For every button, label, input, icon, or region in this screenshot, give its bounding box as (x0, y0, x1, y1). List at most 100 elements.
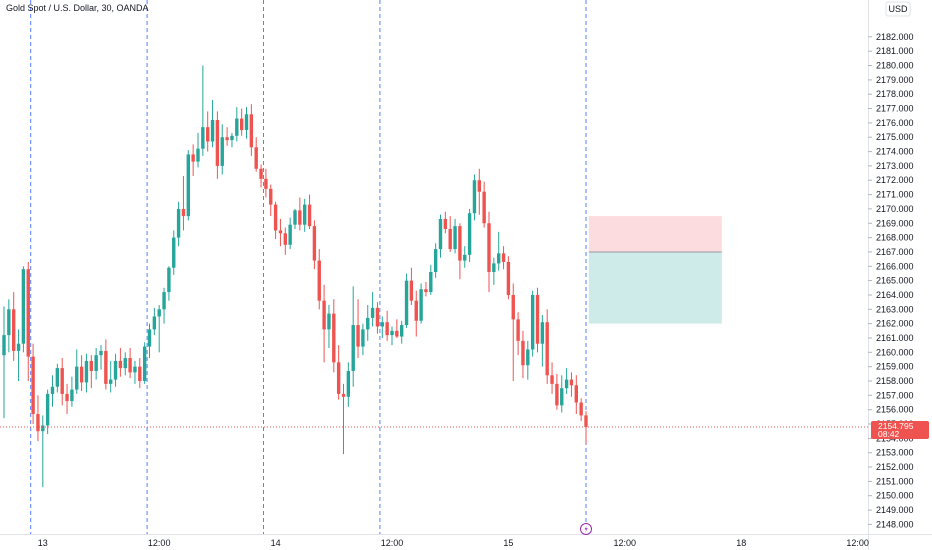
candle-body (12, 309, 16, 351)
candle-body (273, 204, 278, 231)
candle-body (574, 385, 578, 403)
candle-body (176, 208, 181, 238)
candle (259, 164, 263, 188)
price-tick-label: 2172.000 (876, 175, 914, 185)
candle (317, 249, 321, 310)
candle (535, 287, 540, 353)
candle-body (312, 226, 317, 261)
candle-body (31, 356, 35, 414)
price-tick-label: 2176.000 (876, 118, 914, 128)
candle (370, 292, 375, 327)
candle (487, 211, 491, 293)
candle (332, 299, 336, 373)
candle-body (361, 329, 365, 347)
candle (215, 111, 220, 179)
candle (283, 227, 287, 255)
candle (492, 257, 496, 285)
candle-body (482, 191, 486, 224)
candle-body (215, 120, 220, 166)
candle-body (351, 325, 355, 371)
candle (2, 306, 6, 419)
price-tick-label: 2171.000 (876, 190, 914, 200)
candle (540, 315, 545, 367)
candle-body (65, 393, 69, 402)
candle (501, 246, 506, 270)
candle (269, 184, 273, 217)
candle (172, 230, 176, 275)
candle-body (327, 313, 331, 330)
candle (327, 305, 331, 349)
candle (516, 312, 520, 356)
candle-body (395, 330, 399, 337)
candle-body (438, 218, 443, 250)
candle (419, 283, 423, 324)
candle (303, 198, 307, 232)
candle-body (560, 388, 564, 406)
candle (99, 345, 103, 370)
stop-loss-zone[interactable] (588, 216, 722, 252)
candle-body (142, 346, 147, 381)
currency-label[interactable]: USD (888, 4, 908, 14)
candle-body (336, 362, 341, 394)
current-price-label: 2154.795 (878, 421, 914, 431)
price-tick-label: 2149.000 (876, 505, 914, 515)
candle-body (167, 267, 171, 293)
time-tick-label: 14 (271, 538, 281, 548)
candle (128, 348, 132, 379)
candle (550, 362, 554, 394)
candle-body (467, 213, 472, 255)
candle-body (366, 317, 370, 330)
candle-body (390, 330, 394, 336)
candle (400, 320, 404, 344)
candle-body (244, 114, 249, 131)
candle-body (317, 260, 321, 301)
candle-body (89, 360, 93, 371)
candle (293, 208, 297, 229)
candle-body (220, 137, 224, 166)
candle (210, 99, 215, 148)
price-tick-label: 2167.000 (876, 247, 914, 257)
candle (162, 287, 166, 324)
candle (361, 323, 365, 356)
price-axis[interactable]: USD 2148.000 2149.000 2150.000 2151.000 2152.… (868, 0, 929, 550)
candle (429, 264, 433, 295)
candle (322, 284, 326, 363)
candle (133, 360, 137, 384)
candle-body (109, 379, 113, 384)
time-tick-label: 12:00 (614, 538, 637, 548)
candle (288, 217, 292, 250)
candle (521, 330, 525, 379)
candle-body (79, 366, 84, 383)
candle-body (341, 393, 346, 397)
candle (230, 132, 234, 148)
candle (375, 302, 380, 334)
candle-body (550, 375, 554, 384)
price-tick-label: 2166.000 (876, 261, 914, 271)
candle-body (584, 415, 588, 427)
candle (147, 323, 152, 359)
price-tick-label: 2182.000 (876, 32, 914, 42)
candle (404, 273, 409, 328)
candle (94, 348, 98, 380)
position-tool[interactable] (588, 216, 722, 324)
candle (104, 339, 108, 390)
price-tick-label: 2161.000 (876, 333, 914, 343)
candle (336, 345, 341, 400)
candle-body (458, 226, 462, 261)
current-price-badge (871, 421, 929, 439)
candle (249, 104, 254, 156)
candle (157, 305, 161, 353)
candle (574, 375, 578, 414)
candle (346, 362, 351, 407)
candle (482, 181, 486, 228)
candle-body (298, 210, 302, 225)
currency-button[interactable] (885, 1, 911, 17)
take-profit-zone[interactable] (588, 251, 722, 324)
candle-body (75, 366, 79, 390)
symbol-title[interactable]: Gold Spot / U.S. Dollar, 30, OANDA (6, 3, 149, 13)
price-tick-label: 2173.000 (876, 161, 914, 171)
candle-body (21, 269, 26, 344)
price-tick-label: 2152.000 (876, 462, 914, 472)
